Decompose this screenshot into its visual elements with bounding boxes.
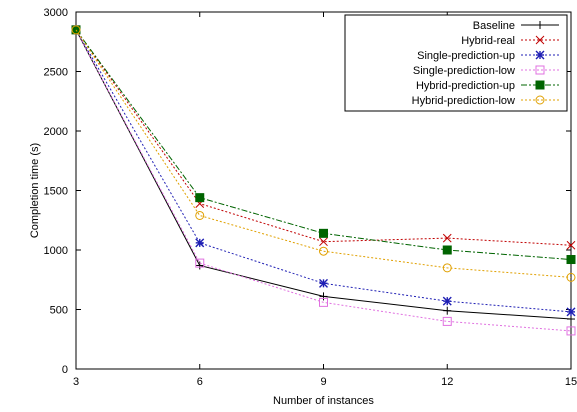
x-tick-label: 9: [320, 376, 326, 388]
legend-box: [344, 14, 568, 112]
y-tick-label: 2000: [44, 126, 68, 138]
legend-marker: [535, 50, 545, 60]
legend-marker: [536, 21, 544, 29]
legend-marker: [535, 95, 545, 105]
data-point: [195, 258, 205, 268]
data-point: [567, 315, 575, 324]
legend-item: Hybrid-prediction-low: [412, 95, 559, 107]
legend-marker: [535, 65, 545, 75]
data-point: [566, 272, 576, 282]
x-tick-label: 3: [73, 376, 79, 388]
data-point: [566, 240, 576, 250]
x-tick-label: 12: [441, 376, 453, 388]
series-layer: [71, 25, 576, 336]
data-point: [319, 278, 328, 288]
legend-marker: [535, 80, 545, 90]
data-point: [71, 25, 81, 35]
legend: Baseline Hybrid-real Single-prediction-up S…: [344, 14, 568, 112]
legend-item: Single-prediction-up: [417, 50, 559, 62]
legend-label: Single-prediction-low: [413, 65, 515, 77]
data-point: [566, 307, 576, 317]
y-tick-label: 500: [50, 305, 68, 317]
legend-label: Hybrid-prediction-up: [416, 80, 515, 92]
data-point: [319, 228, 328, 238]
y-tick-label: 3000: [44, 7, 68, 19]
data-point: [566, 255, 576, 265]
data-point: [319, 246, 328, 256]
data-point: [442, 316, 452, 326]
y-tick-label: 2500: [44, 67, 68, 79]
legend-item: Hybrid-real: [461, 35, 559, 47]
data-point: [566, 326, 576, 336]
data-point: [319, 237, 328, 247]
data-point: [195, 193, 205, 203]
data-point: [319, 297, 328, 307]
axes: 3 6 9 12 15 0 500 1000 1500 2000 2500 3000: [44, 7, 577, 388]
y-tick-label: 1000: [44, 245, 68, 257]
legend-item: Hybrid-prediction-up: [416, 80, 559, 92]
series-line: [75, 29, 572, 278]
series-hybrid-prediction-low: [71, 25, 576, 282]
x-tick-label: 15: [565, 376, 577, 388]
legend-marker: [535, 35, 545, 45]
data-point: [443, 306, 452, 315]
data-point: [442, 233, 452, 243]
legend-label: Single-prediction-up: [417, 50, 515, 62]
data-point: [319, 292, 328, 301]
x-axis-label: Number of instances: [273, 395, 374, 407]
y-tick-label: 0: [62, 364, 68, 376]
x-tick-label: 6: [197, 376, 203, 388]
data-point: [195, 261, 204, 270]
legend-label: Baseline: [473, 20, 515, 32]
legend-label: Hybrid-prediction-low: [412, 95, 515, 107]
data-point: [442, 296, 452, 306]
series-line: [75, 29, 572, 332]
legend-item: Single-prediction-low: [413, 65, 559, 77]
data-point: [195, 238, 205, 248]
legend-label: Hybrid-real: [461, 35, 515, 47]
data-point: [442, 245, 452, 255]
data-point: [195, 210, 205, 220]
data-point: [442, 263, 452, 273]
legend-item: Baseline: [473, 20, 559, 32]
y-axis-label: Completion time (s): [29, 143, 41, 238]
y-tick-label: 1500: [44, 186, 68, 198]
